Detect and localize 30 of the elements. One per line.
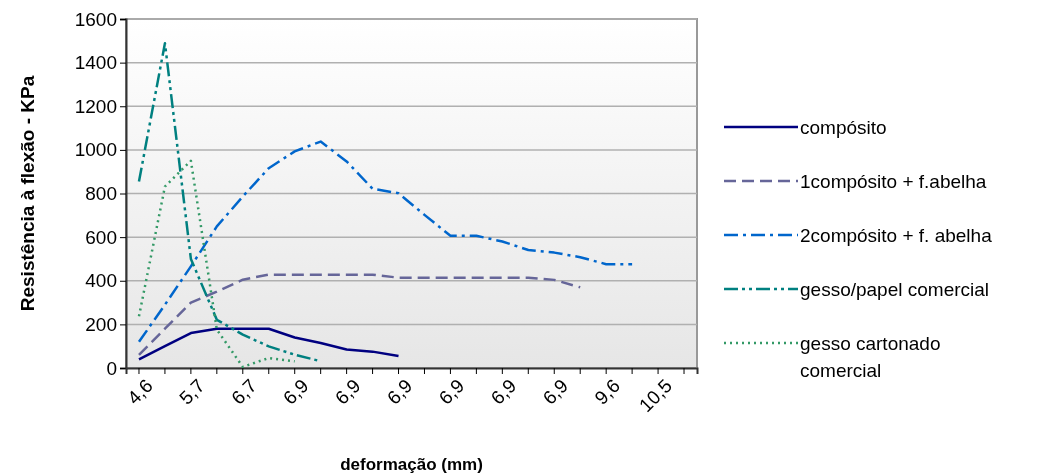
- legend-label: gesso cartonado comercial: [800, 333, 941, 381]
- x-tick-label: 5,7: [175, 375, 209, 409]
- y-tick-label: 1000: [74, 139, 117, 161]
- x-tick-label: 6,9: [279, 375, 313, 409]
- x-tick-label: 6,7: [227, 375, 261, 409]
- y-tick-label: 1400: [74, 52, 117, 74]
- x-tick-label: 6,9: [330, 375, 365, 409]
- y-tick-label: 1200: [74, 95, 117, 117]
- x-tick-label: 4,6: [123, 375, 157, 409]
- x-axis-title: deformação (mm): [340, 455, 483, 474]
- legend-label: gesso/papel comercial: [800, 279, 990, 300]
- x-tick-label: 6,9: [382, 375, 417, 409]
- y-tick-label: 400: [85, 270, 117, 292]
- line-series: [137, 327, 400, 361]
- x-tick-label: 6,9: [538, 375, 573, 409]
- x-tick-label: 6,9: [486, 375, 521, 409]
- y-tick-label: 1600: [74, 8, 117, 30]
- y-tick-label: 800: [85, 183, 117, 205]
- x-tick-label: 6,9: [434, 375, 469, 409]
- legend-label: 2compósito + f. abelha: [800, 225, 993, 246]
- legend-label: compósito: [800, 117, 887, 138]
- x-tick-label: 9,6: [590, 375, 625, 409]
- y-axis-title: Resistência à flexão - KPa: [17, 75, 38, 312]
- legend-label: 1compósito + f.abelha: [800, 171, 987, 192]
- y-tick-label: 600: [85, 226, 117, 248]
- y-tick-label: 200: [85, 313, 117, 335]
- line-series: [137, 159, 296, 369]
- y-tick-label: 0: [106, 357, 117, 379]
- line-series: [137, 273, 582, 357]
- line-series: [137, 140, 634, 344]
